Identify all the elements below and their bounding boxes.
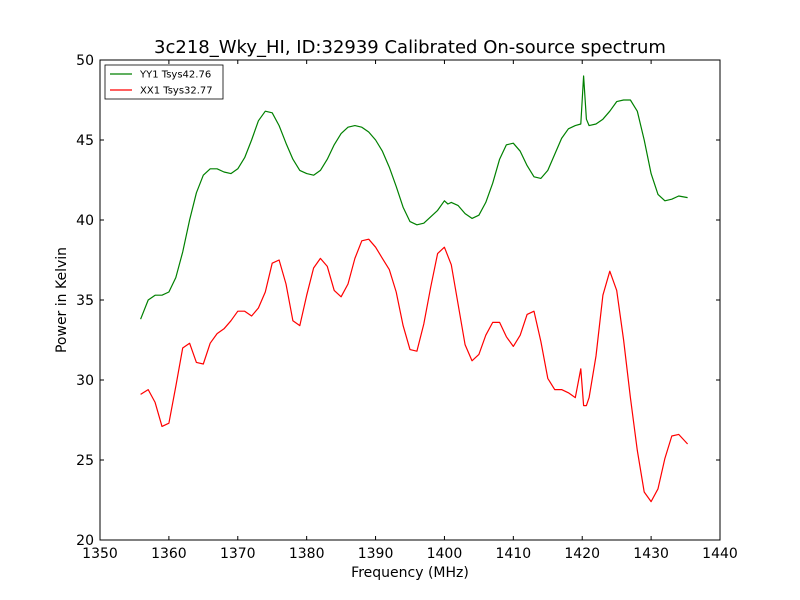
x-tick-label: 1400 <box>427 546 463 562</box>
x-tick-label: 1440 <box>702 546 738 562</box>
legend-box <box>104 64 224 100</box>
chart-title: 3c218_Wky_HI, ID:32939 Calibrated On-sou… <box>154 37 666 58</box>
y-axis-title: Power in Kelvin <box>54 247 70 353</box>
x-tick-label: 1380 <box>289 546 325 562</box>
y-tick-label: 25 <box>76 453 94 469</box>
x-tick-label: 1410 <box>496 546 532 562</box>
x-axis-title: Frequency (MHz) <box>351 565 469 581</box>
y-tick-label: 50 <box>76 53 94 69</box>
x-tick-label: 1420 <box>564 546 600 562</box>
y-tick-label: 40 <box>76 213 94 229</box>
legend-label-1: XX1 Tsys32.77 <box>140 86 213 97</box>
series-line-1 <box>140 238 689 503</box>
y-tick-label: 20 <box>76 533 94 549</box>
x-tick-label: 1360 <box>151 546 187 562</box>
series-line-0 <box>140 75 688 320</box>
axis-ticks: 1350 1360 1370 1380 1390 1400 1410 1420 1430 1440… <box>76 53 738 562</box>
x-tick-label: 1350 <box>82 546 118 562</box>
y-tick-label: 35 <box>76 293 94 309</box>
legend-label-0: YY1 Tsys42.76 <box>139 70 211 81</box>
y-tick-label: 30 <box>76 373 94 389</box>
x-tick-label: 1370 <box>220 546 256 562</box>
x-tick-label: 1430 <box>633 546 669 562</box>
plot-area <box>140 75 689 503</box>
legend: YY1 Tsys42.76 XX1 Tsys32.77 <box>104 64 224 100</box>
plot-frame <box>99 59 721 541</box>
x-tick-label: 1390 <box>358 546 394 562</box>
y-tick-label: 45 <box>76 133 94 149</box>
